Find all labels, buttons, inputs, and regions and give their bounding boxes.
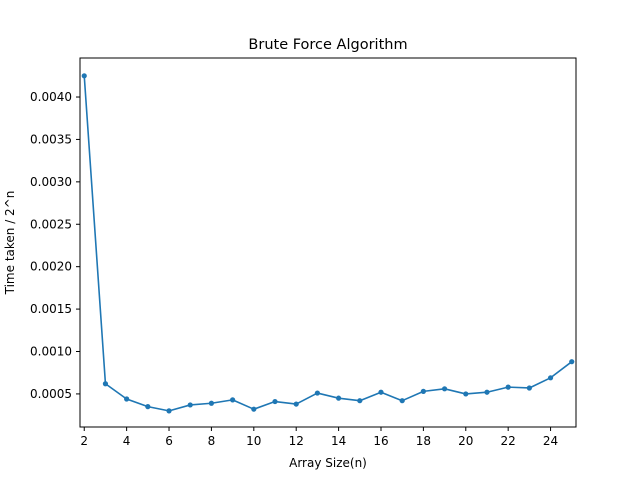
x-tick-label: 6 — [165, 434, 173, 448]
y-tick-label: 0.0020 — [30, 260, 72, 274]
data-point — [145, 404, 151, 410]
data-point — [526, 385, 532, 391]
y-tick-label: 0.0005 — [30, 387, 72, 401]
x-tick-label: 24 — [543, 434, 558, 448]
x-tick-label: 16 — [373, 434, 388, 448]
data-point — [399, 398, 405, 404]
y-tick-label: 0.0025 — [30, 217, 72, 231]
y-tick-label: 0.0035 — [30, 132, 72, 146]
data-point — [484, 389, 490, 395]
x-axis-ticks: 2 4 6 8 10 12 14 16 18 20 22 24 — [80, 427, 558, 448]
x-tick-label: 14 — [331, 434, 346, 448]
data-point — [124, 396, 130, 402]
data-point — [230, 397, 236, 403]
x-tick-label: 18 — [416, 434, 431, 448]
x-tick-label: 20 — [458, 434, 473, 448]
x-tick-label: 8 — [208, 434, 216, 448]
data-point — [314, 390, 321, 396]
data-point — [251, 406, 257, 412]
y-axis-title: Time taken / 2^n — [3, 191, 17, 296]
data-point — [547, 375, 554, 381]
x-axis-title: Array Size(n) — [289, 456, 367, 470]
chart-title: Brute Force Algorithm — [248, 37, 407, 53]
series-line — [83, 75, 573, 412]
data-point — [378, 389, 384, 395]
data-point — [166, 408, 172, 414]
y-tick-label: 0.0040 — [30, 90, 72, 104]
data-point — [505, 384, 511, 390]
data-point — [441, 386, 448, 392]
x-tick-label: 2 — [80, 434, 88, 448]
y-tick-label: 0.0010 — [30, 345, 72, 359]
y-axis-ticks: 0.0005 0.0010 0.0015 0.0020 0.0025 0.0030 0.00… — [30, 90, 80, 401]
data-point — [463, 391, 469, 397]
data-point — [293, 401, 299, 407]
plot-content — [81, 73, 575, 414]
x-tick-label: 12 — [289, 434, 304, 448]
x-tick-label: 4 — [123, 434, 131, 448]
data-point — [569, 359, 575, 365]
data-point — [272, 398, 278, 405]
data-point — [335, 395, 342, 401]
x-tick-label: 10 — [246, 434, 261, 448]
data-point — [187, 402, 193, 408]
data-point — [357, 398, 363, 404]
data-point — [81, 73, 87, 79]
y-tick-label: 0.0015 — [30, 302, 72, 316]
data-point — [420, 388, 426, 394]
x-tick-label: 22 — [501, 434, 516, 448]
y-tick-label: 0.0030 — [30, 175, 72, 189]
plot-frame — [79, 57, 577, 428]
data-point — [102, 381, 109, 387]
data-point — [208, 400, 215, 406]
